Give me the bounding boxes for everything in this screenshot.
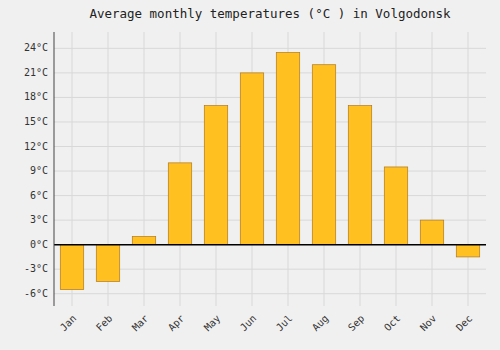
y-tick-label: 12°C <box>24 141 48 152</box>
x-tick-label: Nov <box>418 313 439 334</box>
x-tick-label: Jun <box>238 313 259 334</box>
y-grid-line <box>54 195 486 196</box>
bar <box>240 73 263 245</box>
bar <box>60 245 83 290</box>
x-tick-label: Feb <box>94 313 115 334</box>
y-grid-line <box>54 293 486 294</box>
bar <box>456 245 479 257</box>
zero-line <box>54 244 486 246</box>
y-grid-line <box>54 171 486 172</box>
grid <box>54 32 486 306</box>
y-grid-line <box>54 244 486 245</box>
x-tick-label: Oct <box>382 313 403 334</box>
y-tick-label: 24°C <box>24 42 48 53</box>
bar <box>384 167 407 245</box>
x-tick-label: Mar <box>130 313 151 334</box>
chart-container: Average monthly temperatures (°C ) in Vo… <box>0 0 500 350</box>
y-grid-line <box>54 97 486 98</box>
bar <box>96 245 119 282</box>
background <box>0 0 500 350</box>
x-tick-label: Apr <box>166 313 187 334</box>
x-tick-label: Dec <box>454 313 475 334</box>
title: Average monthly temperatures (°C ) in Vo… <box>89 6 451 21</box>
bar <box>204 106 227 245</box>
x-tick-label: Sep <box>346 313 367 334</box>
y-grid-line <box>54 121 486 122</box>
y-tick-label: 9°C <box>30 165 48 176</box>
y-tick-label: -3°C <box>24 263 48 274</box>
x-tick-label: Jul <box>274 313 295 334</box>
y-tick-label: 15°C <box>24 116 48 127</box>
bars <box>60 52 479 289</box>
bar <box>312 65 335 245</box>
bar <box>276 52 299 244</box>
y-tick-label: 21°C <box>24 67 48 78</box>
y-grid-line <box>54 146 486 147</box>
x-grid-line <box>468 32 469 306</box>
y-grid-line <box>54 72 486 73</box>
y-tick-label: -6°C <box>24 288 48 299</box>
bar <box>132 236 155 244</box>
y-tick-label: 3°C <box>30 214 48 225</box>
y-tick-label: 18°C <box>24 91 48 102</box>
x-grid-line <box>432 32 433 306</box>
x-grid-line <box>144 32 145 306</box>
y-tick-label: 6°C <box>30 190 48 201</box>
x-tick-label: May <box>202 313 223 334</box>
bar <box>420 220 443 245</box>
bar <box>348 106 371 245</box>
x-tick-label: Aug <box>310 313 331 334</box>
bar <box>168 163 191 245</box>
y-axis-line <box>54 32 55 306</box>
y-grid-line <box>54 48 486 49</box>
x-tick-label: Jan <box>58 313 79 334</box>
chart-svg: Average monthly temperatures (°C ) in Vo… <box>0 0 500 350</box>
y-tick-label: 0°C <box>30 239 48 250</box>
